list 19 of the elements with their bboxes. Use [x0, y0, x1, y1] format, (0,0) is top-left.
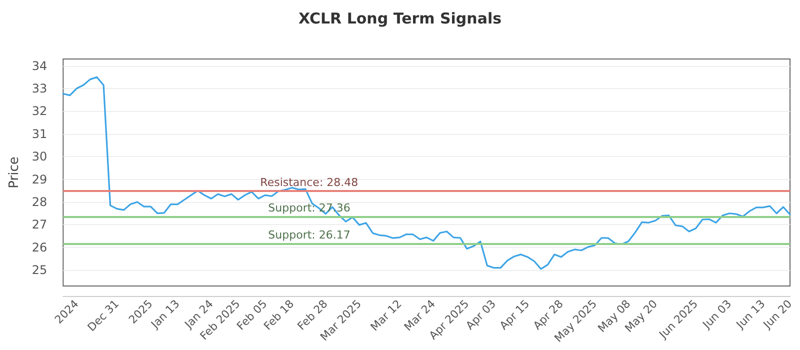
y-tick-label: 27	[32, 218, 48, 232]
y-axis-title: Price	[7, 156, 22, 188]
x-tick-label: Jun 03	[700, 297, 734, 332]
y-tick-label: 29	[32, 172, 48, 186]
y-tick-label: 28	[32, 195, 48, 210]
ref-line-label: Support: 26.17	[268, 228, 350, 242]
y-tick-label: 26	[32, 240, 48, 254]
y-tick-label: 25	[32, 263, 48, 278]
y-tick-label: 34	[32, 58, 48, 73]
ref-line-label: Resistance: 28.48	[260, 176, 358, 190]
y-tick-label: 30	[32, 150, 48, 164]
x-tick-label: Mar 12	[368, 297, 404, 334]
chart-title: XCLR Long Term Signals	[298, 10, 502, 28]
x-tick-label: Apr 15	[497, 297, 532, 332]
x-tick-label: Dec 31	[85, 297, 122, 334]
y-tick-label: 31	[32, 126, 48, 141]
y-tick-label: 33	[32, 82, 48, 96]
line-series	[62, 76, 791, 270]
y-tick-label: 32	[32, 104, 48, 118]
